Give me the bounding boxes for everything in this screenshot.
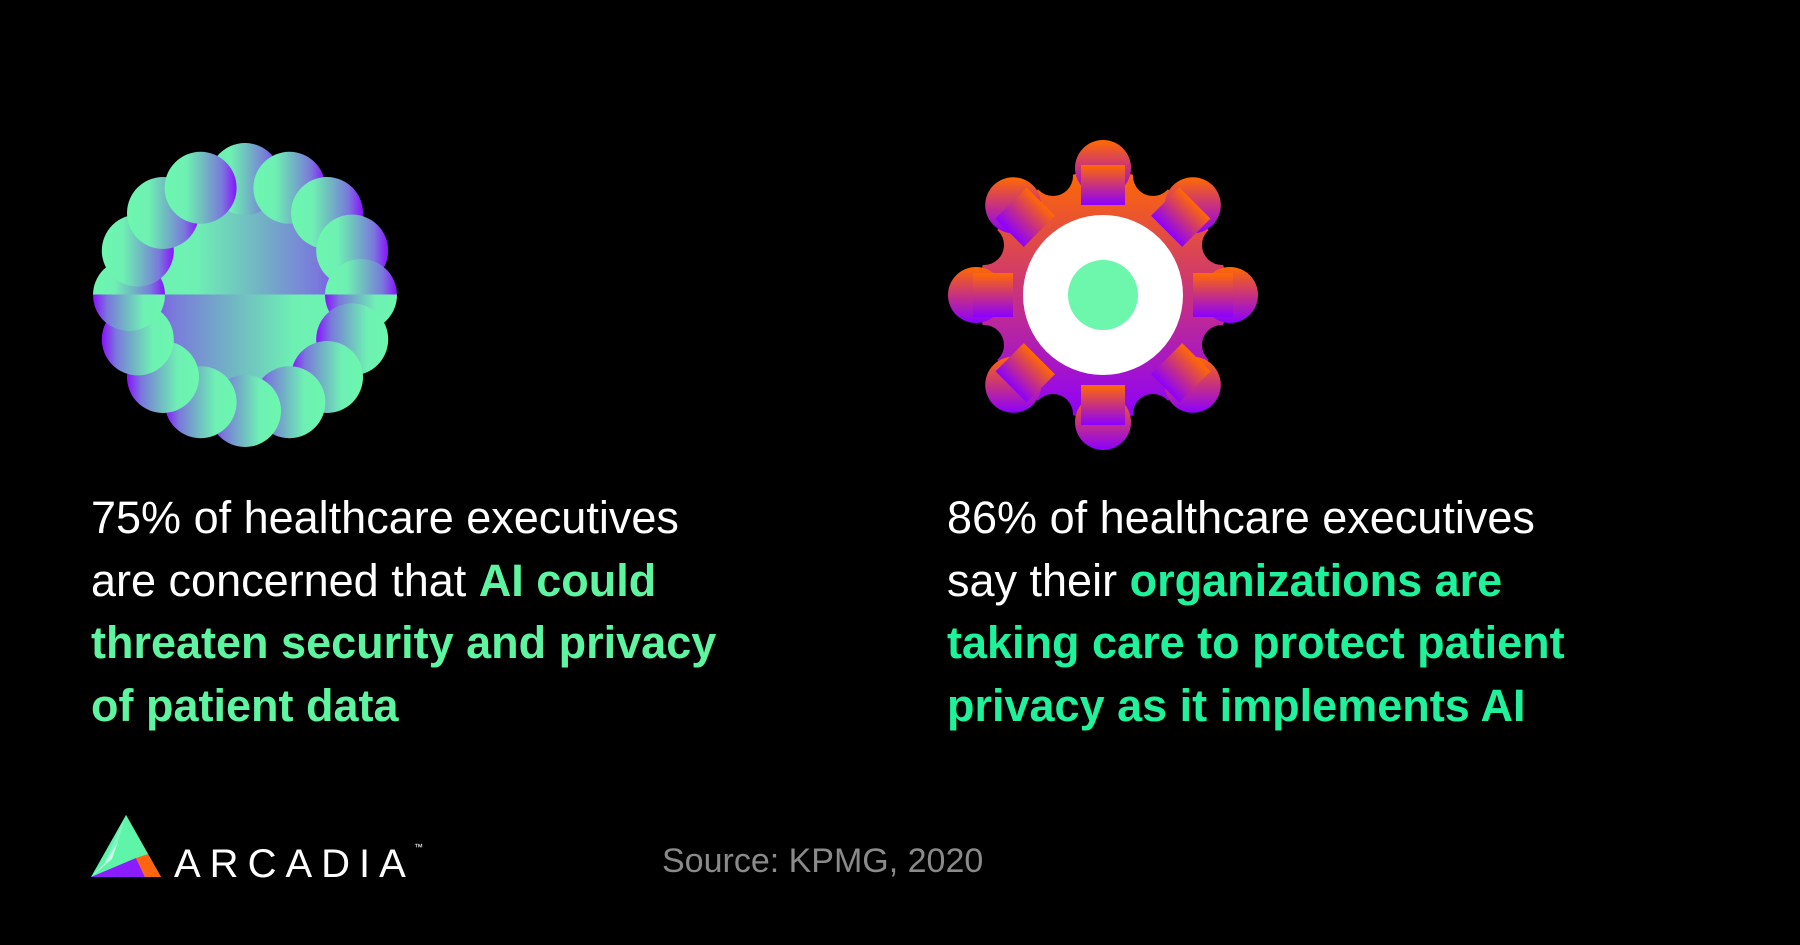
stat-text: say their [947,554,1130,606]
gear-icon [948,140,1258,450]
gear-center-dot [1068,260,1138,330]
stat-highlight: organizations are [1129,554,1503,606]
stat-privacy-protection: 86% of healthcare executives say their o… [947,487,1565,737]
stat-highlight: privacy as it implements AI [947,679,1526,731]
stat-text: are concerned that [91,554,479,606]
stat-highlight: taking care to protect patient [947,617,1565,668]
stat-text: 86% of healthcare executives [947,492,1535,543]
flower-gradient-icon [93,143,397,447]
stat-line: of patient data [91,675,716,738]
source-citation: Source: KPMG, 2020 [662,842,984,880]
stat-text: 75% of healthcare executives [91,492,679,543]
stat-line: 75% of healthcare executives [91,487,716,550]
trademark-symbol: ™ [414,842,423,852]
stat-line: are concerned that AI could [91,550,716,613]
stat-line: threaten security and privacy [91,612,716,675]
stat-security-concern: 75% of healthcare executives are concern… [91,487,716,737]
stat-highlight: of patient data [91,679,399,731]
stat-highlight: AI could [478,554,657,606]
stat-line: say their organizations are [947,550,1565,613]
stat-line: taking care to protect patient [947,612,1565,675]
stat-line: privacy as it implements AI [947,675,1565,738]
stat-highlight: threaten security and privacy [91,617,717,668]
arcadia-triangle-logo-icon [91,815,161,877]
stat-line: 86% of healthcare executives [947,487,1565,550]
arcadia-wordmark: ARCADIA [174,842,415,886]
